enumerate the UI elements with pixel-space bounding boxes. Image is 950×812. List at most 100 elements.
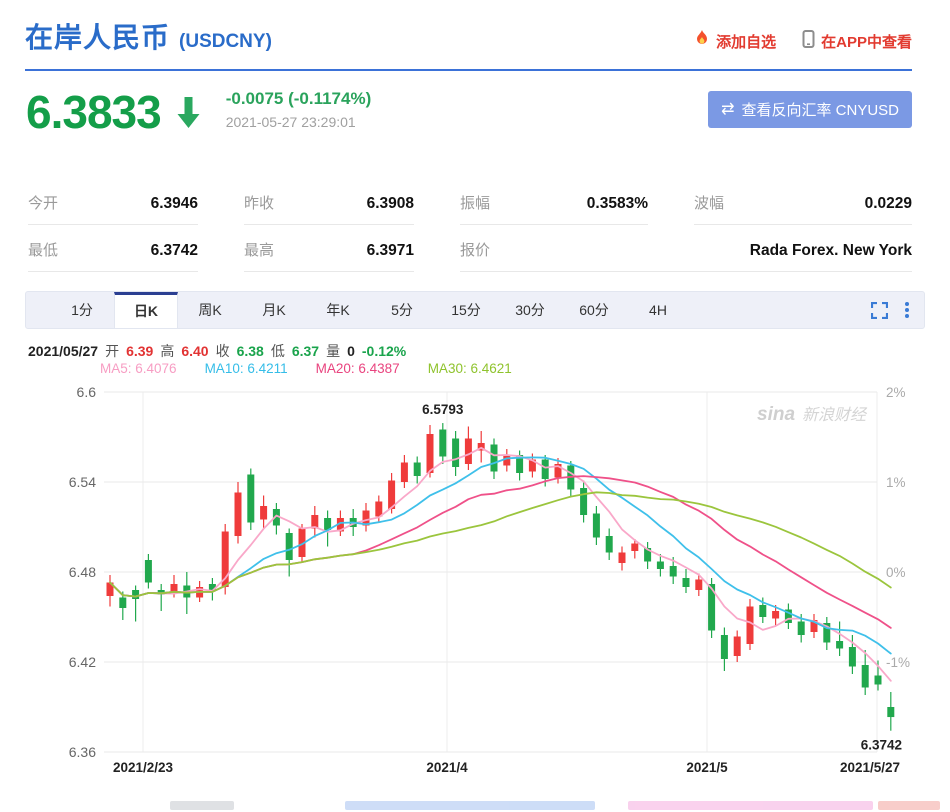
- svg-text:1%: 1%: [886, 475, 906, 490]
- candle[interactable]: [324, 510, 332, 547]
- candle[interactable]: [413, 456, 421, 484]
- page-header: 在岸人民币 (USDCNY) 添加自选 在APP中查看: [25, 16, 912, 56]
- add-watchlist-label: 添加自选: [716, 33, 777, 51]
- candle[interactable]: [605, 528, 613, 561]
- candle[interactable]: [221, 524, 229, 595]
- kebab-menu-icon[interactable]: [904, 301, 910, 319]
- candle[interactable]: [823, 617, 831, 650]
- candle[interactable]: [260, 495, 268, 529]
- stat-label: 波幅: [694, 195, 725, 212]
- tab-30分[interactable]: 30分: [515, 302, 545, 318]
- candle[interactable]: [285, 528, 293, 577]
- candle[interactable]: [644, 542, 652, 569]
- candle[interactable]: [784, 603, 792, 630]
- candle[interactable]: [503, 449, 511, 472]
- stat-low: 最低 6.3742: [28, 225, 198, 272]
- open-label: 开: [105, 343, 120, 359]
- tab-周K[interactable]: 周K: [198, 302, 222, 318]
- svg-text:2021/5: 2021/5: [686, 760, 728, 775]
- candle[interactable]: [119, 591, 127, 621]
- phone-icon: [802, 30, 815, 52]
- view-in-app-button[interactable]: 在APP中查看: [802, 30, 912, 52]
- tab-日K[interactable]: 日K: [114, 292, 178, 328]
- candle[interactable]: [592, 506, 600, 545]
- tab-1分[interactable]: 1分: [71, 302, 93, 318]
- close-label: 收: [215, 343, 230, 359]
- swap-arrows-icon: ⇄: [721, 100, 735, 118]
- candle[interactable]: [234, 482, 242, 544]
- candle[interactable]: [887, 692, 895, 731]
- reverse-rate-button[interactable]: ⇄ 查看反向汇率 CNYUSD: [708, 91, 912, 128]
- candle[interactable]: [772, 605, 780, 626]
- candle[interactable]: [247, 468, 255, 531]
- tab-15分[interactable]: 15分: [451, 302, 481, 318]
- stat-value: 6.3908: [366, 195, 414, 212]
- candle[interactable]: [656, 554, 664, 577]
- candle[interactable]: [132, 585, 140, 622]
- tab-年K[interactable]: 年K: [326, 302, 350, 318]
- tab-60分[interactable]: 60分: [579, 302, 609, 318]
- candle[interactable]: [106, 575, 114, 607]
- svg-text:0%: 0%: [886, 565, 906, 580]
- fullscreen-icon[interactable]: [871, 301, 888, 319]
- candle[interactable]: [695, 573, 703, 597]
- ma-lines: [109, 446, 892, 682]
- stat-range: 波幅 0.0229: [694, 178, 912, 225]
- candle[interactable]: [311, 506, 319, 538]
- candle[interactable]: [272, 503, 280, 535]
- stat-value: 0.3583%: [586, 195, 648, 212]
- add-watchlist-button[interactable]: 添加自选: [694, 30, 776, 52]
- candle[interactable]: [208, 578, 216, 601]
- stat-amplitude: 振幅 0.3583%: [460, 178, 648, 225]
- candle[interactable]: [746, 599, 754, 650]
- stat-high: 最高 6.3971: [244, 225, 414, 272]
- candle[interactable]: [631, 539, 639, 559]
- stat-value: 6.3946: [150, 195, 198, 212]
- candle[interactable]: [362, 503, 370, 532]
- tab-5分[interactable]: 5分: [391, 302, 413, 318]
- change-pct-value: -0.12%: [361, 343, 407, 359]
- candle[interactable]: [477, 431, 485, 463]
- svg-text:6.48: 6.48: [69, 564, 96, 580]
- candle[interactable]: [516, 450, 524, 481]
- candle[interactable]: [861, 650, 869, 695]
- candle[interactable]: [810, 614, 818, 638]
- ma-legend-item: MA20: 6.4387: [315, 361, 400, 376]
- y-axis-right-labels: 2% 1% 0% -1%: [886, 385, 910, 670]
- candle[interactable]: [618, 546, 626, 571]
- tab-月K[interactable]: 月K: [262, 302, 286, 318]
- candle[interactable]: [157, 584, 165, 611]
- candle[interactable]: [554, 458, 562, 484]
- candle[interactable]: [682, 569, 690, 593]
- flame-icon: [694, 30, 710, 52]
- candle[interactable]: [464, 426, 472, 471]
- candle[interactable]: [426, 425, 434, 478]
- candle[interactable]: [733, 630, 741, 663]
- stat-value: 0.0229: [864, 195, 912, 212]
- low-value: 6.37: [291, 343, 320, 359]
- candle[interactable]: [400, 455, 408, 488]
- candle[interactable]: [144, 554, 152, 589]
- candle[interactable]: [490, 438, 498, 480]
- stat-label: 最低: [28, 242, 59, 259]
- tab-4H[interactable]: 4H: [649, 302, 667, 318]
- candle[interactable]: [836, 621, 844, 657]
- candle[interactable]: [720, 627, 728, 672]
- ticker-symbol: (USDCNY): [179, 31, 272, 52]
- candle[interactable]: [567, 461, 575, 497]
- stat-label: 振幅: [460, 195, 491, 212]
- low-label: 低: [270, 343, 285, 359]
- price-gridlines: [104, 391, 878, 753]
- svg-text:6.42: 6.42: [69, 654, 96, 670]
- candle[interactable]: [452, 431, 460, 476]
- x-axis-labels: 2021/2/23 2021/4 2021/5 2021/5/27: [113, 760, 900, 775]
- ma-legend: MA5: 6.4076 MA10: 6.4211 MA20: 6.4387 MA30:…: [100, 361, 512, 376]
- candle[interactable]: [580, 480, 588, 523]
- kline-chart[interactable]: sina 新浪财经 6.6 6.54 6.48 6.42 6.36 2% 1% 0% -1% 2021…: [0, 378, 950, 782]
- indicator-text-fragment: [345, 801, 595, 810]
- candle[interactable]: [439, 423, 447, 464]
- indicator-text-fragment: [878, 801, 940, 810]
- high-value: 6.40: [181, 343, 209, 359]
- svg-text:2021/2/23: 2021/2/23: [113, 760, 174, 775]
- price-change: -0.0075 (-0.1174%): [225, 89, 372, 108]
